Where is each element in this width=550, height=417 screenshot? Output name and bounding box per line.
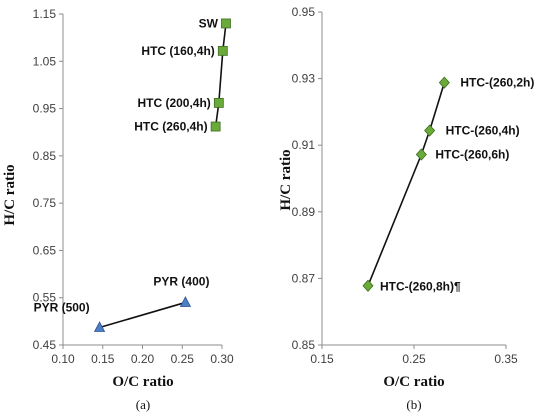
panel-b-point-label: HTC-(260,2h) — [460, 76, 534, 90]
panel-b-y-tick-label: 0.89 — [292, 205, 316, 219]
panel-b-data-point — [424, 124, 436, 137]
panel-a-axes — [62, 14, 222, 346]
panel-a-x-tick-label: 0.30 — [210, 352, 234, 366]
panel-a-x-tick-label: 0.15 — [91, 352, 115, 366]
panel-a-data-point — [217, 45, 228, 56]
panel-a-series-0-line — [214, 23, 227, 127]
panel-b-x-tick-label: 0.35 — [494, 352, 518, 366]
panel-b-y-tick-label: 0.93 — [292, 72, 316, 86]
panel-a-point-label: HTC (200,4h) — [137, 96, 210, 110]
panel-a-xlabel: O/C ratio — [112, 374, 173, 390]
panel-b-axes — [321, 12, 506, 346]
panel-b-point-label: HTC-(260,4h) — [446, 124, 520, 138]
panel-a-data-point — [221, 18, 231, 29]
panel-a-y-tick-label: 0.95 — [33, 102, 57, 116]
panel-a-caption: (a) — [136, 397, 150, 412]
panel-a-point-label: SW — [199, 16, 219, 30]
panel-b-x-tick-label: 0.25 — [402, 352, 426, 366]
panel-b-xlabel: O/C ratio — [383, 374, 444, 390]
panel-a-y-tick-label: 1.05 — [33, 54, 57, 68]
panel-a-x-tick-label: 0.20 — [131, 352, 155, 366]
panel-a: 0.45 0.55 0.65 0.75 0.85 0.95 1.05 1.15 0.10 0.15… — [2, 7, 234, 412]
panel-b-ticks: 0.85 0.87 0.89 0.91 0.93 0.95 0.15 0.25 0.35 — [292, 5, 518, 366]
panel-b-series-0-line — [367, 82, 446, 287]
panel-a-marks: SW HTC (160,4h) HTC (200,4h) HTC (260,4h) PY… — [34, 16, 231, 332]
panel-b: 0.85 0.87 0.89 0.91 0.93 0.95 0.15 0.25 0.35 HTC… — [278, 5, 534, 412]
panel-b-y-tick-label: 0.85 — [292, 338, 316, 352]
panel-b-marks: HTC-(260,2h) HTC-(260,4h) HTC-(260,6h) HTC-… — [362, 76, 534, 294]
panel-a-point-label: PYR (400) — [153, 274, 209, 288]
panel-a-point-label: PYR (500) — [34, 301, 90, 315]
panel-b-point-label: HTC-(260,8h)¶ — [380, 280, 461, 294]
panel-b-y-tick-label: 0.91 — [292, 138, 316, 152]
panel-a-data-point — [93, 321, 106, 332]
panel-a-series-1-line — [99, 301, 186, 329]
panel-b-y-tick-label: 0.95 — [292, 5, 316, 19]
panel-b-data-point — [415, 148, 427, 161]
panel-a-data-point — [213, 97, 224, 108]
panel-a-y-tick-label: 0.45 — [33, 338, 57, 352]
panel-a-point-label: HTC (160,4h) — [141, 44, 214, 58]
panel-b-y-tick-label: 0.87 — [292, 271, 316, 285]
panel-b-caption: (b) — [406, 397, 421, 412]
panel-b-x-tick-label: 0.15 — [310, 352, 334, 366]
panel-a-ticks: 0.45 0.55 0.65 0.75 0.85 0.95 1.05 1.15 0.10 0.15… — [33, 7, 234, 366]
panel-b-ylabel: H/C ratio — [278, 149, 294, 210]
panel-a-ylabel: H/C ratio — [2, 164, 18, 225]
panel-a-x-tick-label: 0.25 — [171, 352, 195, 366]
panel-a-y-tick-label: 0.85 — [33, 149, 57, 163]
panel-b-data-point — [362, 279, 374, 292]
panel-a-y-tick-label: 1.15 — [33, 7, 57, 21]
panel-a-y-tick-label: 0.65 — [33, 243, 57, 257]
panel-a-data-point — [179, 296, 192, 307]
panel-b-point-label: HTC-(260,6h) — [435, 148, 509, 162]
panel-a-x-tick-label: 0.10 — [51, 352, 75, 366]
panel-a-y-tick-label: 0.75 — [33, 196, 57, 210]
panel-a-y-tick-label: 0.55 — [33, 291, 57, 305]
panel-b-data-point — [438, 76, 450, 89]
panel-a-data-point — [210, 121, 221, 132]
panel-a-point-label: HTC (260,4h) — [134, 120, 207, 134]
